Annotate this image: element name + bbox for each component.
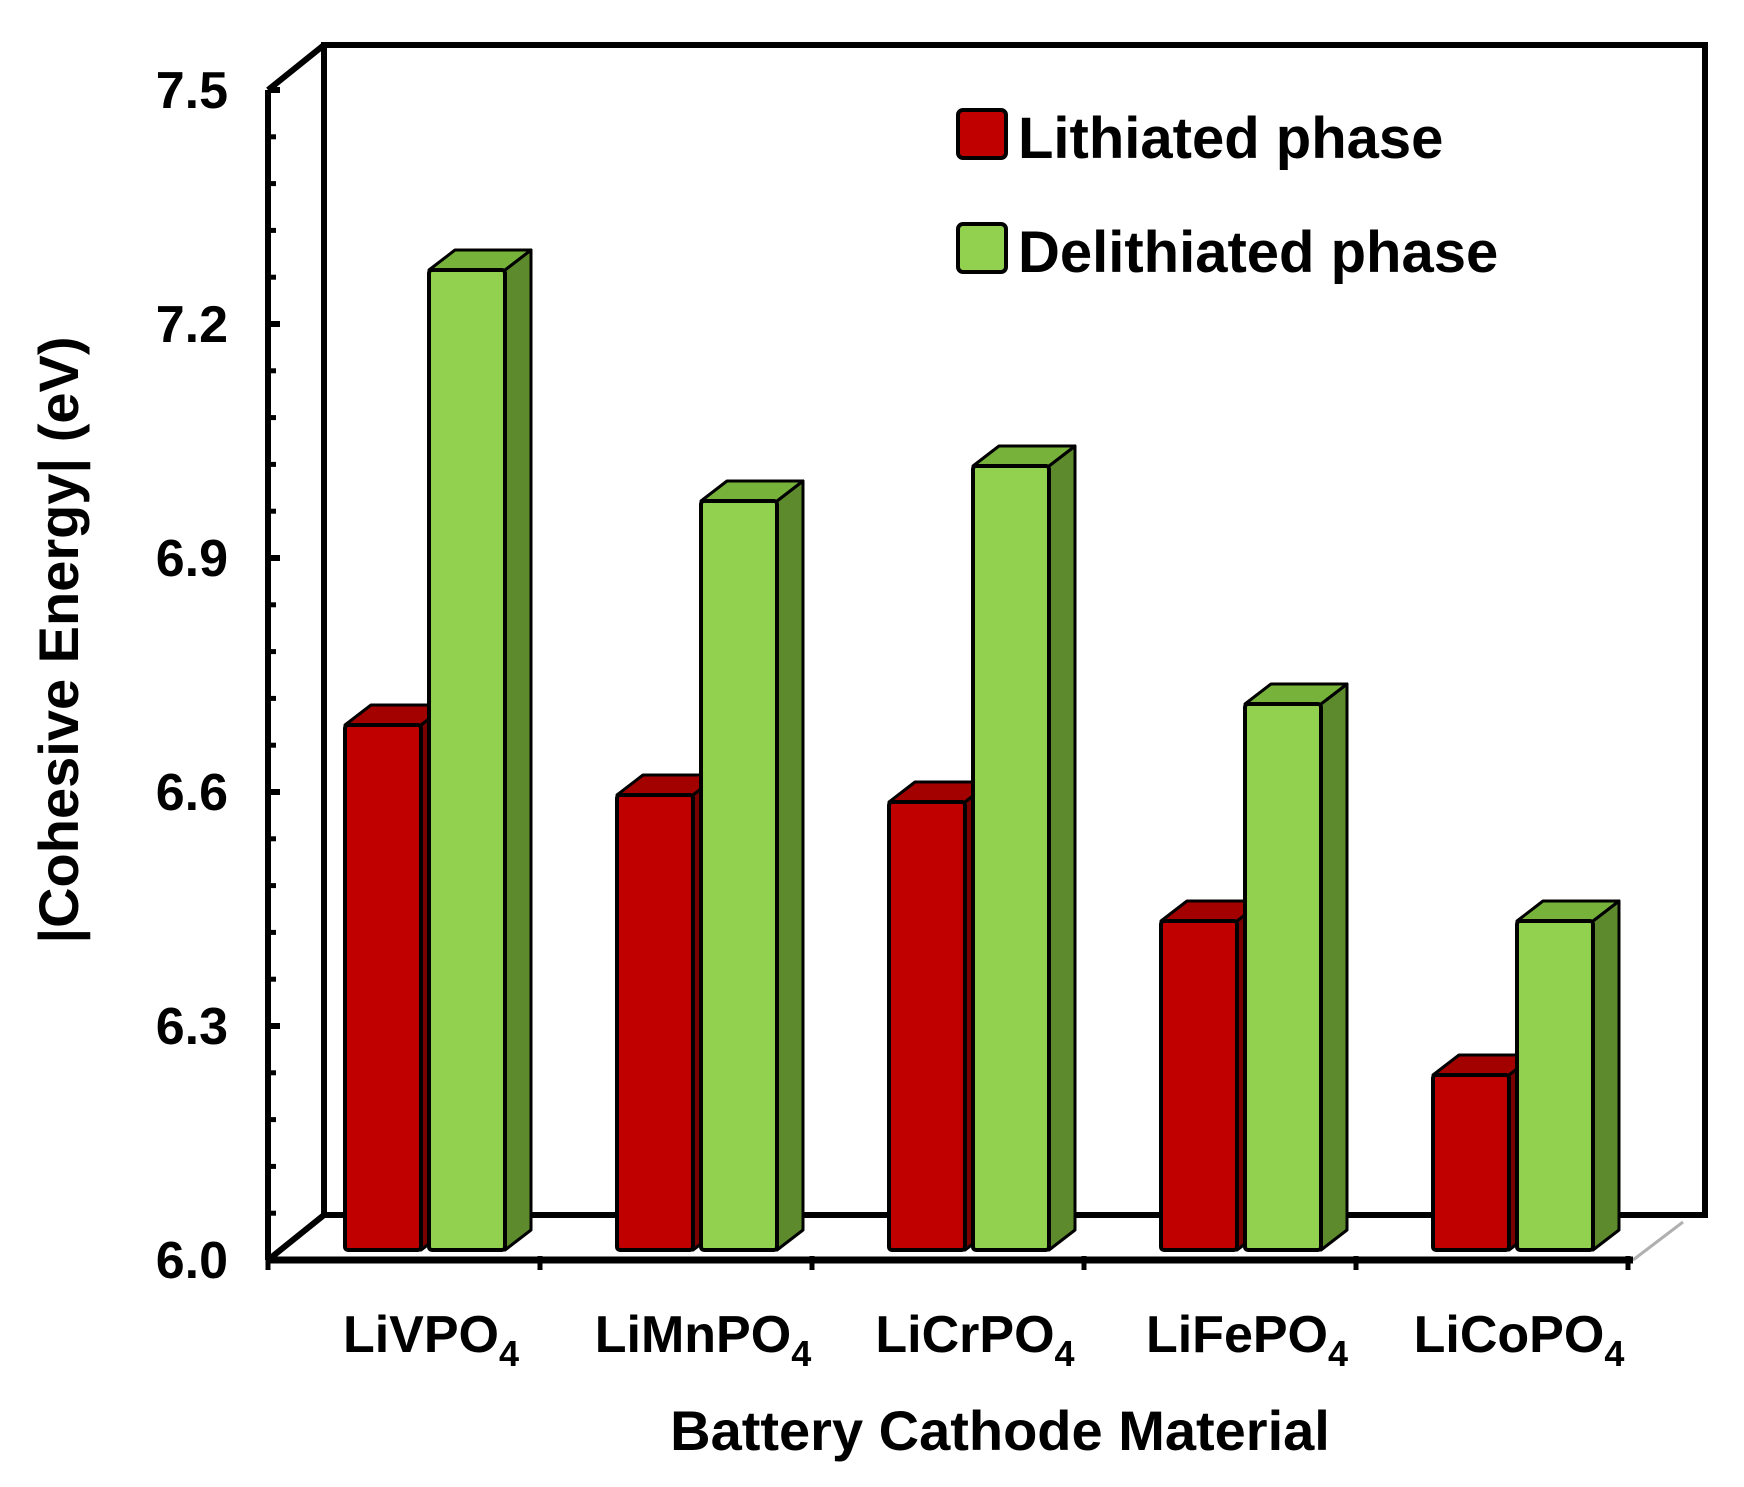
bar-front-face — [1243, 702, 1323, 1252]
bar — [699, 479, 805, 1252]
bar — [1515, 899, 1621, 1252]
x-axis-title: Battery Cathode Material — [670, 1399, 1330, 1462]
floor-right-edge — [1632, 1220, 1684, 1262]
x-category-label-base: LiCrPO — [875, 1306, 1054, 1364]
y-tick-label: 6.0 — [156, 1232, 228, 1290]
floor-left-edge — [266, 1212, 326, 1263]
legend-label-lithiated: Lithiated phase — [1018, 106, 1443, 171]
bar-front-face — [427, 268, 507, 1252]
x-category-label-subscript: 4 — [1328, 1333, 1348, 1374]
bar-front-face — [615, 793, 695, 1252]
x-category-label-base: LiFePO — [1146, 1306, 1328, 1364]
bar-front-face — [699, 499, 779, 1252]
legend-label-delithiated: Delithiated phase — [1018, 220, 1498, 285]
bar-front-face — [971, 464, 1051, 1252]
bar-front-face — [887, 800, 967, 1252]
bar-side-face — [1319, 682, 1349, 1252]
bar-side-face — [1591, 899, 1621, 1252]
x-category-label: LiCrPO4 — [875, 1306, 1074, 1374]
x-category-label: LiFePO4 — [1146, 1306, 1348, 1374]
y-tick-label: 6.9 — [156, 530, 228, 588]
bar-front-face — [1159, 919, 1239, 1252]
legend-swatch-lithiated — [956, 108, 1008, 160]
y-axis-title: |Cohesive Energy| (eV) — [27, 336, 91, 943]
bar — [971, 444, 1077, 1252]
x-category-label-base: LiMnPO — [595, 1306, 791, 1364]
y-tick-label: 7.2 — [156, 296, 228, 354]
y-tick-label: 7.5 — [156, 62, 228, 120]
legend: Lithiated phase Delithiated phase — [956, 106, 1498, 285]
x-category-label: LiVPO4 — [343, 1306, 519, 1374]
x-category-label-subscript: 4 — [499, 1333, 519, 1374]
bar-side-face — [1047, 444, 1077, 1252]
bar — [427, 248, 533, 1252]
bar-front-face — [1431, 1073, 1511, 1252]
x-category-label-base: LiVPO — [343, 1306, 499, 1364]
x-category-labels: LiVPO4 LiMnPO4 LiCrPO4 LiFePO4 LiCoPO4 — [343, 1306, 1624, 1374]
x-axis-ticks — [265, 1256, 1631, 1270]
x-category-label: LiCoPO4 — [1414, 1306, 1625, 1374]
y-tick-label: 6.6 — [156, 764, 228, 822]
x-category-label-base: LiCoPO — [1414, 1306, 1605, 1364]
left-wall-top-edge — [266, 42, 326, 93]
bar-side-face — [503, 248, 533, 1252]
y-tick-labels: 6.0 6.3 6.6 6.9 7.2 7.5 — [156, 62, 228, 1290]
x-category-label: LiMnPO4 — [595, 1306, 811, 1374]
legend-swatch-delithiated — [956, 222, 1008, 274]
bar — [1243, 682, 1349, 1252]
bar-side-face — [775, 479, 805, 1252]
bars — [343, 248, 1621, 1252]
y-tick-label: 6.3 — [156, 998, 228, 1056]
x-category-label-subscript: 4 — [791, 1333, 811, 1374]
x-category-label-subscript: 4 — [1055, 1333, 1075, 1374]
bar-front-face — [343, 723, 423, 1252]
bar-front-face — [1515, 919, 1595, 1252]
x-category-label-subscript: 4 — [1604, 1333, 1624, 1374]
